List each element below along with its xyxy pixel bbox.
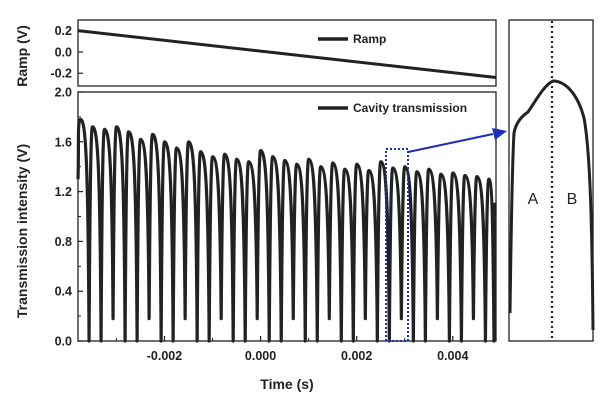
x-axis-label: Time (s) [260, 376, 313, 392]
zoom-arrow-line [407, 133, 494, 153]
inset-label-a: A [528, 191, 539, 208]
transmission-y-axis-label: Transmission intensity (V) [14, 144, 30, 318]
x-tick-label: 0.000 [245, 349, 276, 363]
ramp-y-tick-label: 0.2 [55, 24, 72, 38]
inset-peak-curve [508, 79, 595, 331]
transmission-layer [76, 117, 497, 343]
ramp-legend: Ramp [318, 32, 386, 46]
inset-label-b: B [567, 191, 578, 208]
ramp-line [77, 29, 497, 79]
transmission-y-tick-label: 0.8 [55, 235, 72, 249]
transmission-legend: Cavity transmission [318, 101, 467, 115]
transmission-plot-frame [77, 91, 497, 342]
x-tick-label: 0.004 [437, 349, 468, 363]
transmission-y-tick-label: 2.0 [55, 86, 72, 100]
zoom-arrow-head [492, 128, 507, 140]
ramp-legend-label: Ramp [353, 32, 386, 46]
cavity-transmission-line [76, 117, 497, 343]
transmission-y-tick-label: 1.6 [55, 135, 72, 149]
ramp-y-tick-label: 0.0 [55, 45, 72, 59]
inset-frame [508, 19, 594, 342]
transmission-y-tick-label: 1.2 [55, 185, 72, 199]
transmission-y-tick-label: 0.0 [55, 335, 72, 349]
ramp-layer [77, 29, 497, 79]
ramp-y-axis-label: Ramp (V) [14, 25, 30, 86]
transmission-y-tick-label: 0.4 [55, 285, 72, 299]
x-tick-label: 0.002 [341, 349, 372, 363]
axes-layer: 0.2 0.0 -0.2 0.0 0.4 0.8 1.2 1.6 2.0 -0.002 0.000 0… [50, 24, 468, 363]
ramp-plot-frame [77, 19, 497, 87]
ramp-y-tick-label: -0.2 [50, 67, 72, 81]
x-tick-label: -0.002 [147, 349, 182, 363]
zoom-region-box [385, 148, 409, 342]
transmission-legend-label: Cavity transmission [353, 101, 467, 115]
